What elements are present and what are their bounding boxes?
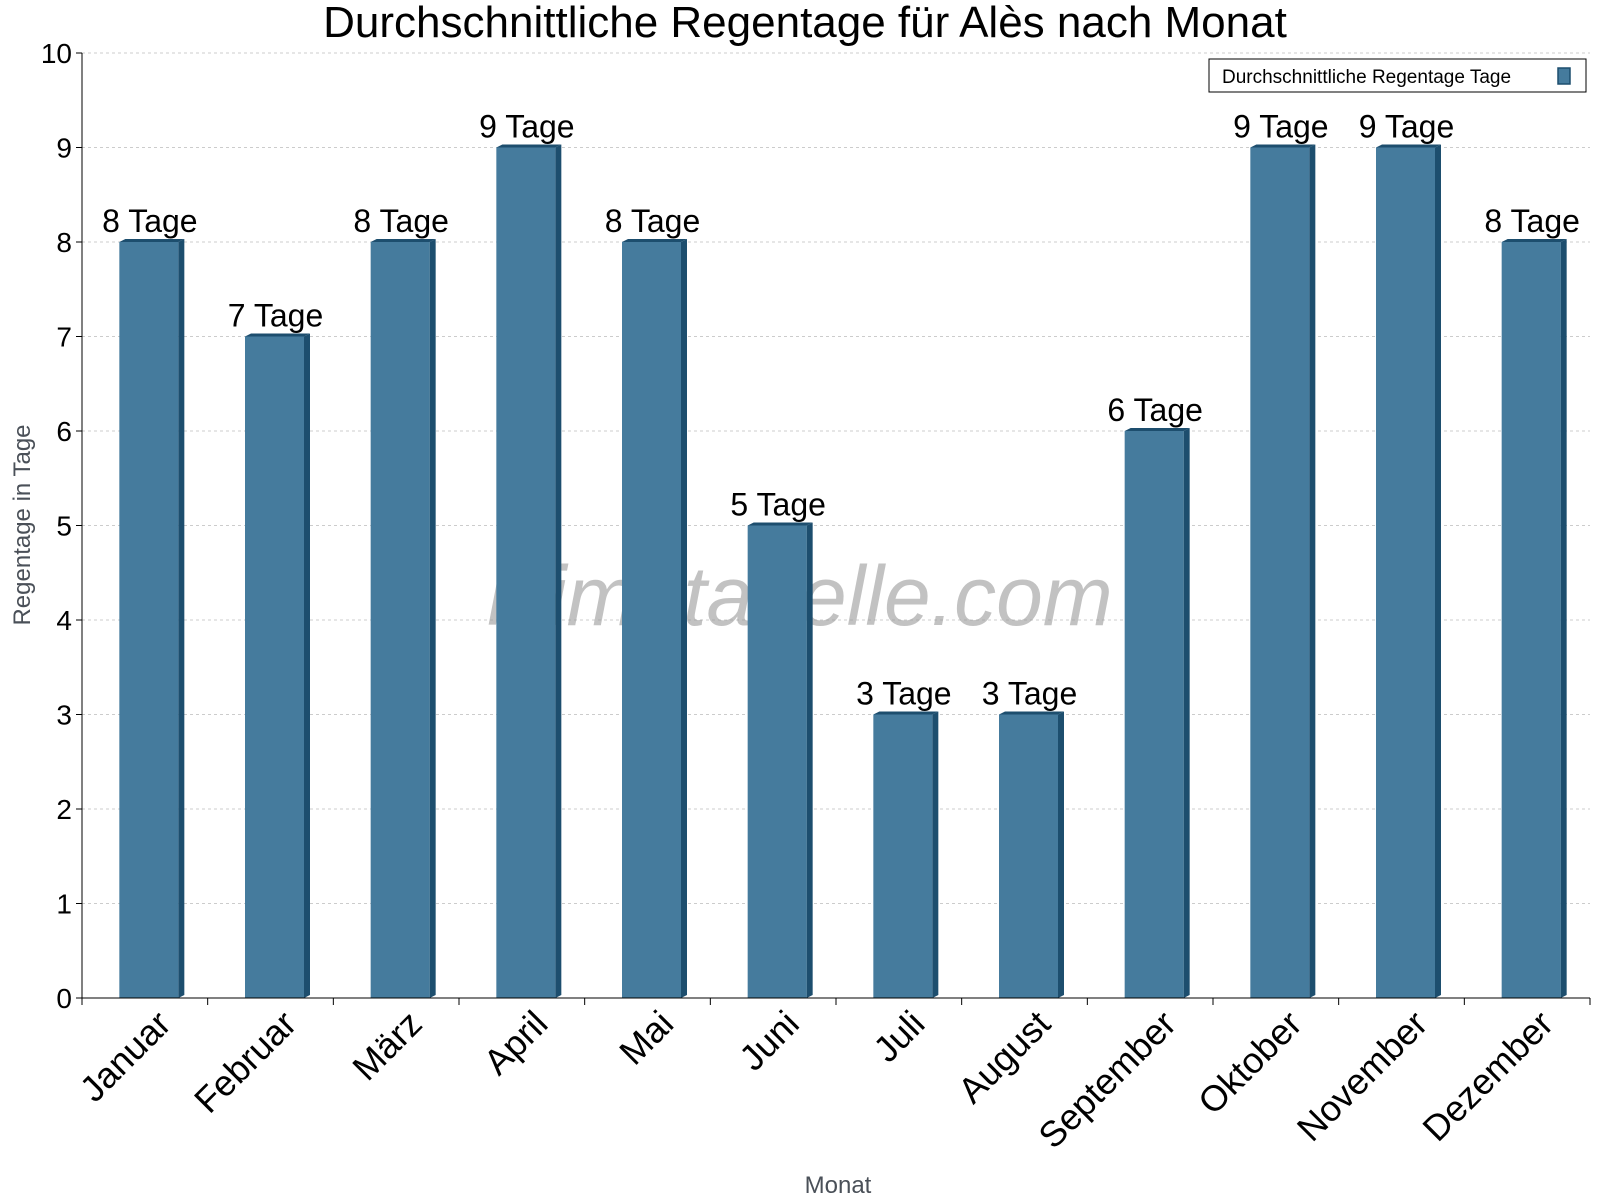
bar-top-2	[370, 239, 436, 242]
legend-box	[1208, 58, 1587, 93]
bar-front-2	[370, 242, 430, 998]
y-tick-label-5: 5	[56, 511, 72, 542]
bar-april	[496, 144, 562, 998]
x-tick-label-november: November	[1289, 1003, 1435, 1149]
x-tick-label-dezember: Dezember	[1414, 1003, 1560, 1149]
bar-side-0	[178, 239, 185, 998]
data-label-september: 6 Tage	[1107, 392, 1203, 428]
y-tick-label-4: 4	[56, 605, 72, 636]
bar-side-1	[304, 333, 310, 998]
data-label-januar: 8 Tage	[102, 203, 198, 239]
bar-top-3	[496, 144, 562, 148]
bar-front-11	[1501, 242, 1561, 998]
bar-top-7	[999, 711, 1064, 715]
x-tick-label-juli: Juli	[865, 1003, 932, 1070]
bar-dezember	[1501, 239, 1567, 998]
bar-januar	[119, 239, 185, 998]
x-tick-label-märz: März	[344, 1003, 430, 1089]
bar-juni	[747, 522, 813, 998]
bar-side-3	[555, 144, 562, 998]
data-label-oktober: 9 Tage	[1233, 109, 1329, 145]
y-tick-label-2: 2	[56, 794, 72, 825]
data-label-mai: 8 Tage	[605, 203, 701, 239]
bar-top-6	[873, 711, 939, 715]
y-axis-title: Regentage in Tage	[9, 424, 36, 625]
bar-top-11	[1501, 239, 1567, 242]
bar-februar	[245, 333, 310, 998]
y-tick-label-0: 0	[56, 983, 72, 1014]
bar-top-10	[1376, 144, 1441, 148]
y-tick-label-1: 1	[56, 889, 72, 920]
bar-september	[1124, 428, 1190, 998]
bar-front-5	[747, 525, 807, 998]
bar-front-3	[496, 147, 556, 998]
data-label-juli: 3 Tage	[856, 676, 952, 712]
y-tick-label-10: 10	[41, 38, 72, 69]
bar-side-7	[1058, 711, 1064, 998]
data-label-dezember: 8 Tage	[1484, 203, 1580, 239]
bar-top-9	[1250, 144, 1316, 148]
data-label-märz: 8 Tage	[353, 203, 449, 239]
gridlines	[82, 52, 1590, 904]
bar-side-6	[932, 711, 939, 998]
x-axis-title: Monat	[805, 1172, 872, 1199]
bar-side-2	[429, 239, 436, 998]
bar-august	[999, 711, 1064, 998]
bar-front-0	[119, 242, 179, 998]
y-tick-label-9: 9	[56, 133, 72, 164]
data-label-april: 9 Tage	[479, 109, 575, 145]
bar-oktober	[1250, 144, 1316, 998]
bar-front-10	[1376, 147, 1435, 998]
x-tick-label-januar: Januar	[72, 1003, 179, 1110]
y-tick-label-8: 8	[56, 227, 72, 258]
legend-swatch	[1557, 67, 1571, 85]
bar-front-1	[245, 336, 304, 998]
bar-front-8	[1124, 431, 1184, 998]
x-tick-label-mai: Mai	[611, 1003, 681, 1073]
data-label-februar: 7 Tage	[228, 298, 324, 334]
data-labels: 8 Tage 7 Tage 8 Tage 9 Tage 8 Tage 5 Tage 3 Ta…	[102, 109, 1580, 712]
data-label-november: 9 Tage	[1359, 109, 1455, 145]
x-tick-label-juni: Juni	[731, 1003, 807, 1079]
bar-front-7	[999, 714, 1058, 998]
bars	[119, 144, 1567, 998]
bar-side-10	[1435, 144, 1441, 998]
legend: Durchschnittliche Regentage Tage	[1208, 58, 1587, 93]
bar-side-9	[1309, 144, 1316, 998]
bar-side-4	[681, 239, 687, 998]
legend-label: Durchschnittliche Regentage Tage	[1222, 67, 1511, 88]
bar-top-4	[622, 239, 687, 242]
bar-side-5	[806, 522, 813, 998]
x-tick-label-april: April	[476, 1003, 556, 1083]
x-tick-label-september: September	[1030, 1003, 1184, 1157]
bar-top-5	[747, 522, 813, 526]
y-tick-label-6: 6	[56, 416, 72, 447]
bar-juli	[873, 711, 939, 998]
x-tick-label-februar: Februar	[186, 1003, 304, 1121]
bar-märz	[370, 239, 436, 998]
x-tick-label-august: August	[950, 1003, 1058, 1111]
bar-front-6	[873, 714, 933, 998]
bar-side-11	[1560, 239, 1567, 998]
bar-top-1	[245, 333, 310, 337]
bar-november	[1376, 144, 1441, 998]
bar-top-8	[1124, 428, 1190, 431]
data-label-juni: 5 Tage	[730, 487, 826, 523]
bar-top-0	[119, 239, 185, 242]
bar-front-4	[622, 242, 681, 998]
chart-title: Durchschnittliche Regentage für Alès nac…	[323, 0, 1287, 47]
bar-mai	[622, 239, 687, 998]
data-label-august: 3 Tage	[982, 676, 1078, 712]
y-tick-label-3: 3	[56, 700, 72, 731]
x-tick-label-oktober: Oktober	[1190, 1003, 1310, 1123]
bar-front-9	[1250, 147, 1310, 998]
bar-side-8	[1183, 428, 1190, 998]
y-tick-label-7: 7	[56, 322, 72, 353]
